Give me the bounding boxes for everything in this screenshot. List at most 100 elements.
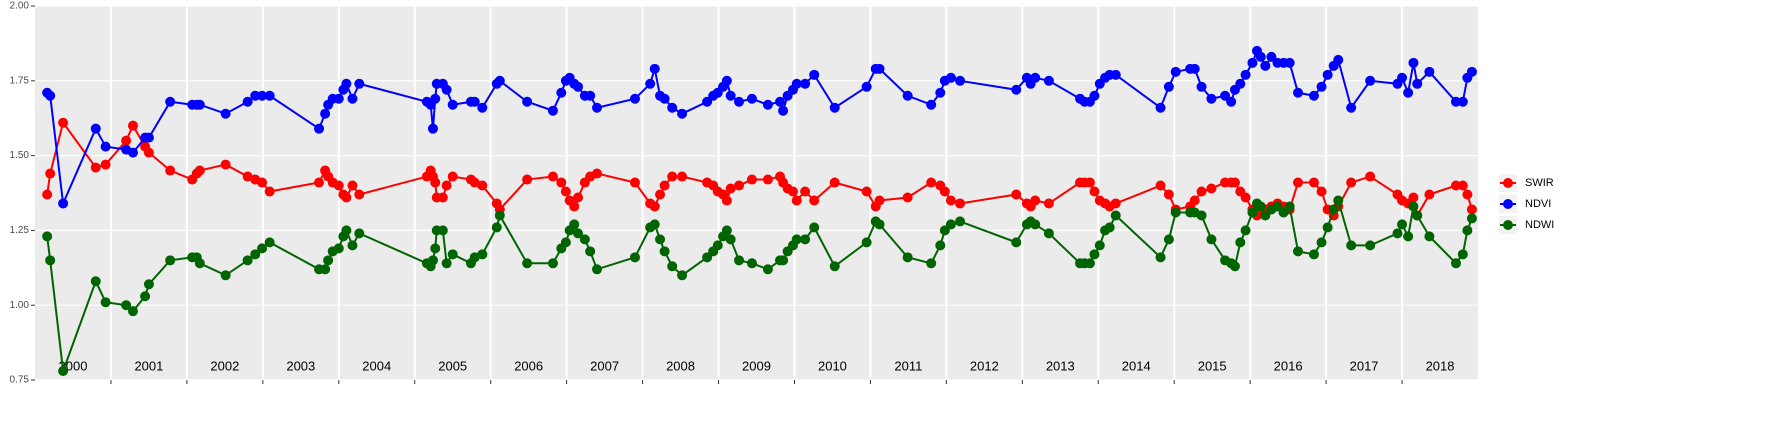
data-point [1308, 90, 1319, 101]
data-point [1084, 177, 1095, 188]
data-point [1084, 258, 1095, 269]
data-point [194, 258, 205, 269]
data-point [430, 93, 441, 104]
data-point [791, 78, 802, 89]
data-point [100, 297, 111, 308]
data-point [1293, 246, 1304, 257]
data-point [347, 180, 358, 191]
data-point [1412, 78, 1423, 89]
year-label: 2001 [134, 358, 163, 373]
data-point [1293, 177, 1304, 188]
data-point [629, 93, 640, 104]
data-point [441, 180, 452, 191]
data-point [1328, 204, 1339, 215]
data-point [1030, 219, 1041, 230]
data-point [1408, 201, 1419, 212]
data-point [762, 264, 773, 275]
data-point [655, 189, 666, 200]
data-point [90, 276, 101, 287]
data-point [220, 159, 231, 170]
year-label: 2017 [1350, 358, 1379, 373]
data-point [809, 222, 820, 233]
data-point [800, 186, 811, 197]
data-point [556, 177, 567, 188]
data-point [579, 234, 590, 245]
data-point [1346, 102, 1357, 113]
data-point [347, 93, 358, 104]
data-point [469, 252, 480, 263]
data-point [430, 177, 441, 188]
data-point [1170, 207, 1181, 218]
data-point [655, 234, 666, 245]
data-point [1030, 72, 1041, 83]
data-point [556, 87, 567, 98]
data-point [1365, 240, 1376, 251]
data-point [800, 78, 811, 89]
data-point [861, 237, 872, 248]
data-point [257, 90, 268, 101]
data-point [1392, 228, 1403, 239]
data-point [1155, 180, 1166, 191]
data-point [45, 90, 56, 101]
data-point [677, 270, 688, 281]
data-point [264, 186, 275, 197]
data-point [477, 102, 488, 113]
data-point [734, 180, 745, 191]
data-point [1155, 102, 1166, 113]
data-point [1403, 87, 1414, 98]
data-point [649, 63, 660, 74]
data-point [1284, 201, 1295, 212]
data-point [762, 99, 773, 110]
year-label: 2010 [818, 358, 847, 373]
data-point [100, 141, 111, 152]
data-point [121, 300, 132, 311]
year-label: 2009 [742, 358, 771, 373]
legend-marker [1503, 199, 1513, 209]
data-point [861, 186, 872, 197]
data-point [1284, 57, 1295, 68]
data-point [800, 234, 811, 245]
data-point [955, 216, 966, 227]
data-point [447, 99, 458, 110]
data-point [935, 240, 946, 251]
data-point [242, 96, 253, 107]
data-point [1450, 180, 1461, 191]
data-point [1196, 210, 1207, 221]
data-point [121, 135, 132, 146]
data-point [320, 264, 331, 275]
data-point [667, 171, 678, 182]
data-point [522, 174, 533, 185]
data-point [659, 93, 670, 104]
year-label: 2002 [210, 358, 239, 373]
data-point [1247, 57, 1258, 68]
data-point [1466, 204, 1477, 215]
data-point [1346, 177, 1357, 188]
data-point [477, 180, 488, 191]
data-point [1043, 75, 1054, 86]
data-point [491, 222, 502, 233]
data-point [1229, 261, 1240, 272]
data-point [560, 186, 571, 197]
data-point [1155, 252, 1166, 263]
data-point [902, 90, 913, 101]
data-point [829, 102, 840, 113]
data-point [165, 96, 176, 107]
data-point [354, 78, 365, 89]
data-point [143, 279, 154, 290]
data-point [1110, 69, 1121, 80]
data-point [874, 195, 885, 206]
data-point [1308, 249, 1319, 260]
data-point [1412, 210, 1423, 221]
data-point [447, 249, 458, 260]
data-point [1450, 258, 1461, 269]
data-point [250, 249, 261, 260]
data-point [725, 183, 736, 194]
data-point [1255, 51, 1266, 62]
data-point [1424, 189, 1435, 200]
data-point [746, 93, 757, 104]
data-point [1466, 66, 1477, 77]
data-point [902, 252, 913, 263]
data-point [90, 123, 101, 134]
year-label: 2007 [590, 358, 619, 373]
data-point [1206, 183, 1217, 194]
